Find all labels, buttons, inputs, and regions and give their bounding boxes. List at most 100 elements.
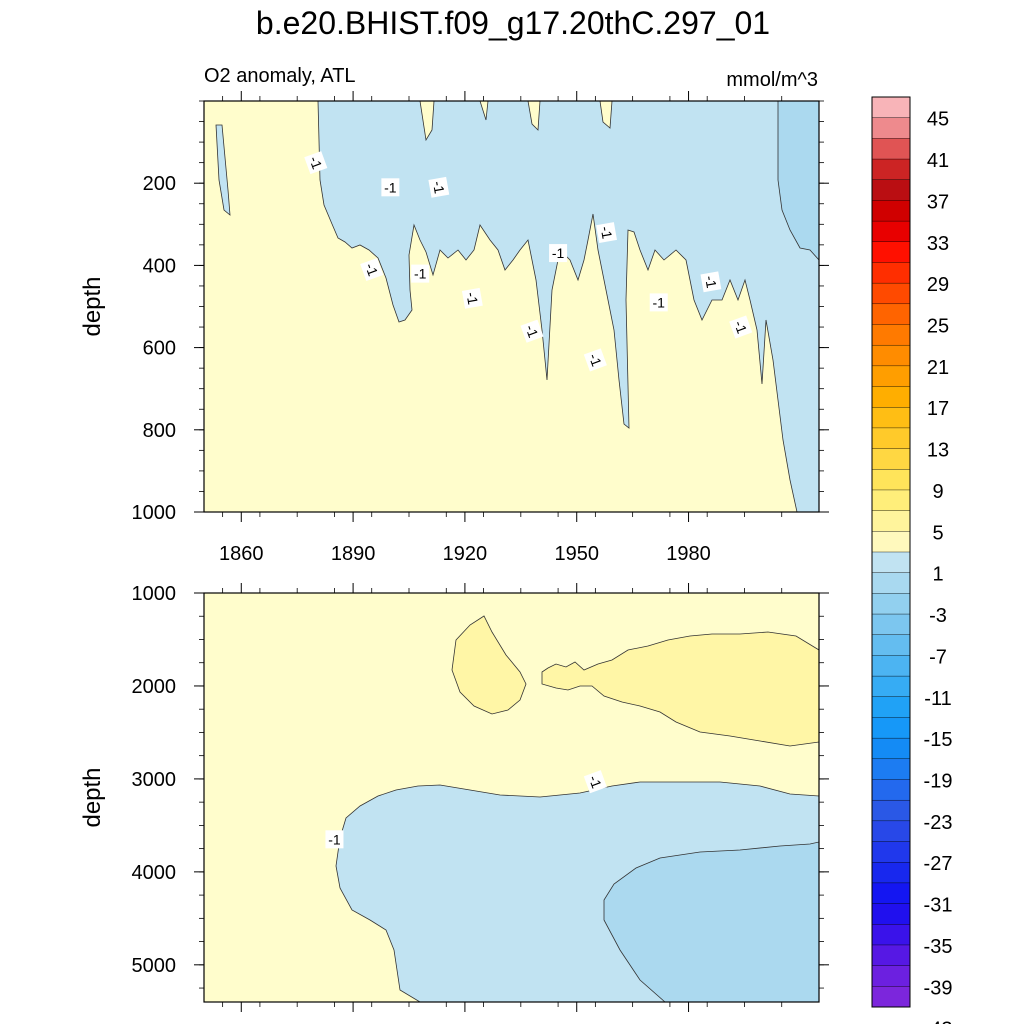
colorbar-swatch — [871, 675, 911, 698]
colorbar: 45 41 37 33 29 25 21 17 13 9 5 1 -3 -7 -11 -15 -19 -23 -27… — [871, 96, 953, 1029]
lower-panel: -1 -1 1000 2000 3000 4000 5000 depth — [79, 583, 829, 1012]
contour-label: -1 — [520, 319, 544, 343]
colorbar-swatch — [871, 510, 911, 532]
colorbar-swatch — [871, 344, 911, 367]
contour-label: -1 — [729, 315, 753, 339]
x-tick-label: 1950 — [554, 543, 599, 565]
colorbar-swatch — [871, 386, 911, 408]
contour-label: -1 — [596, 222, 617, 243]
colorbar-swatch — [871, 262, 911, 284]
colorbar-swatch — [871, 799, 911, 822]
y-tick-label: 400 — [143, 255, 176, 277]
contour-label-text: -1 — [586, 351, 605, 368]
colorbar-swatch — [871, 241, 911, 263]
y-axis-label: depth — [79, 276, 106, 336]
colorbar-frame — [871, 96, 911, 1008]
colorbar-swatch — [871, 634, 911, 656]
contour-label: -1 — [428, 176, 450, 198]
contour-label-box — [700, 271, 722, 293]
colorbar-swatch — [871, 696, 911, 718]
x-tick-label: 1920 — [443, 543, 488, 565]
y-axis-label: depth — [79, 767, 106, 827]
colorbar-swatch — [871, 717, 911, 739]
colorbar-label: 41 — [927, 150, 949, 172]
contour-label-box — [729, 315, 753, 339]
colorbar-swatch — [871, 489, 911, 512]
colorbar-label: -43 — [924, 1019, 953, 1024]
contour-region-pos-island — [479, 101, 489, 121]
contour-label: -1 — [360, 257, 384, 282]
y-tick-label: 1000 — [132, 502, 177, 524]
colorbar-swatch — [871, 365, 911, 388]
y-tick-label: 600 — [143, 338, 176, 360]
contour-label: -1 — [583, 770, 607, 794]
colorbar-label: -7 — [929, 646, 947, 668]
colorbar-label: -23 — [924, 812, 953, 834]
colorbar-swatch — [871, 158, 911, 181]
contour-label-text: -1 — [522, 323, 541, 340]
colorbar-label: -15 — [924, 729, 953, 751]
contour-label-box — [325, 830, 344, 849]
colorbar-swatch — [871, 655, 911, 677]
colorbar-swatch — [871, 282, 911, 305]
colorbar-swatch — [871, 862, 911, 884]
contour-label-text: -1 — [430, 180, 448, 195]
contour-label: -1 — [649, 293, 668, 312]
contour-label-box — [381, 178, 400, 197]
colorbar-swatch — [871, 944, 911, 967]
contour-label-text: -1 — [414, 266, 427, 282]
colorbar-label: 1 — [932, 564, 943, 586]
colorbar-label: 21 — [927, 357, 949, 379]
contour-label-text: -1 — [731, 318, 750, 335]
contour-label-box — [583, 770, 607, 794]
y-tick-label: 5000 — [132, 955, 177, 977]
upper-panel: -1 -1 -1 -1 -1 -1 -1 -1 -1 -1 -1 -1 -1 200 400 600 800 10… — [79, 91, 829, 565]
colorbar-swatch — [871, 593, 911, 615]
contour-region-pos5-east — [541, 631, 819, 747]
colorbar-label: 29 — [927, 274, 949, 296]
chart-title: b.e20.BHIST.f09_g17.20thC.297_01 — [256, 5, 770, 41]
contour-label-text: -1 — [306, 154, 325, 171]
y-tick-label: 4000 — [132, 862, 177, 884]
colorbar-swatch — [871, 986, 911, 1008]
contour-label: -1 — [381, 178, 400, 197]
contour-region-pos-island — [599, 101, 613, 129]
y-tick-label: 1000 — [132, 583, 177, 605]
colorbar-label: 13 — [927, 440, 949, 462]
colorbar-swatch — [871, 179, 911, 201]
colorbar-swatch — [871, 200, 911, 222]
colorbar-label: -11 — [924, 688, 951, 710]
contour-label: -1 — [549, 244, 568, 263]
colorbar-swatch — [871, 138, 911, 160]
contour-region-pos-island — [527, 101, 541, 131]
colorbar-swatch — [871, 448, 911, 470]
colorbar-label: -31 — [924, 895, 953, 917]
contour-label-box — [411, 264, 430, 283]
colorbar-swatch — [871, 903, 911, 925]
contour-label-box — [461, 287, 483, 309]
chart-subtitle-right: mmol/m^3 — [726, 69, 818, 91]
contour-region-neg3 — [317, 101, 819, 512]
colorbar-label: -19 — [924, 771, 953, 793]
contour-label-box — [649, 293, 668, 312]
contour-label-text: -1 — [463, 291, 481, 306]
contour-label: -1 — [700, 271, 722, 293]
colorbar-swatch — [871, 324, 911, 346]
contour-region-neg7 — [603, 841, 819, 1002]
contour-label-text: -1 — [653, 294, 666, 310]
colorbar-label: 45 — [927, 109, 949, 131]
chart-subtitle-left: O2 anomaly, ATL — [204, 65, 356, 87]
contour-label-box — [596, 222, 617, 243]
colorbar-swatch — [871, 820, 911, 843]
colorbar-label: 37 — [927, 191, 949, 213]
contour-label-box — [360, 257, 384, 282]
colorbar-swatch — [871, 924, 911, 946]
colorbar-label: -27 — [924, 853, 953, 875]
colorbar-label: 5 — [932, 522, 943, 544]
colorbar-swatch — [871, 758, 911, 780]
y-tick-label: 800 — [143, 420, 176, 442]
colorbar-label: -3 — [929, 605, 947, 627]
contour-label: -1 — [461, 287, 483, 309]
